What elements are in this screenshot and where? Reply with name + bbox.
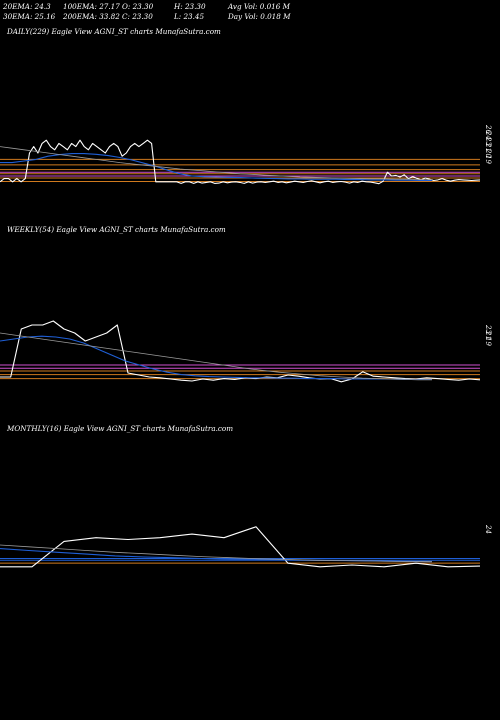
tick-label-2: 23	[484, 136, 492, 146]
price-line	[0, 320, 481, 383]
monthly-panel-label: MONTHLY(16) Eagle View AGNI_ST charts Mu…	[7, 424, 234, 433]
ema20-label: 20EMA: 24.3	[3, 2, 51, 11]
ema-slow-line	[0, 544, 433, 563]
monthly-chart: 24	[0, 524, 492, 568]
ema-slow-line	[0, 332, 432, 381]
daily-panel-label: DAILY(229) Eagle View AGNI_ST charts Mun…	[7, 27, 221, 36]
ema30-label: 30EMA: 25.16	[3, 12, 56, 21]
high-label: H: 23.30	[174, 2, 206, 11]
tick-label-1: 21	[484, 330, 492, 340]
tick-label-3: 21	[484, 142, 492, 152]
open-label: O: 23.30	[122, 2, 154, 11]
ema-slow-line	[0, 146, 432, 180]
tick-label-5: 19	[484, 155, 492, 164]
close-label: C: 23.30	[122, 12, 153, 21]
price-line	[0, 526, 481, 568]
tick-label-0: 23	[484, 324, 492, 334]
tick-label-0: 24	[484, 524, 492, 534]
day-vol-label: Day Vol: 0.018 M	[228, 12, 291, 21]
ema100-label: 100EMA: 27.17	[63, 2, 120, 11]
ema-fast-line	[0, 335, 432, 380]
avg-vol-label: Avg Vol: 0.016 M	[228, 2, 290, 11]
price-line	[0, 139, 481, 185]
tick-label-0: 26	[484, 124, 492, 134]
tick-label-2: 19	[484, 337, 492, 346]
tick-label-1: 24	[484, 130, 492, 140]
low-label: L: 23.45	[174, 12, 205, 21]
ema-fast-line	[0, 153, 432, 182]
weekly-panel-label: WEEKLY(54) Eagle View AGNI_ST charts Mun…	[7, 225, 226, 234]
ema-fast-line	[0, 548, 433, 563]
tick-label-4: 20	[484, 148, 492, 158]
ema200-label: 200EMA: 33.82	[63, 12, 120, 21]
